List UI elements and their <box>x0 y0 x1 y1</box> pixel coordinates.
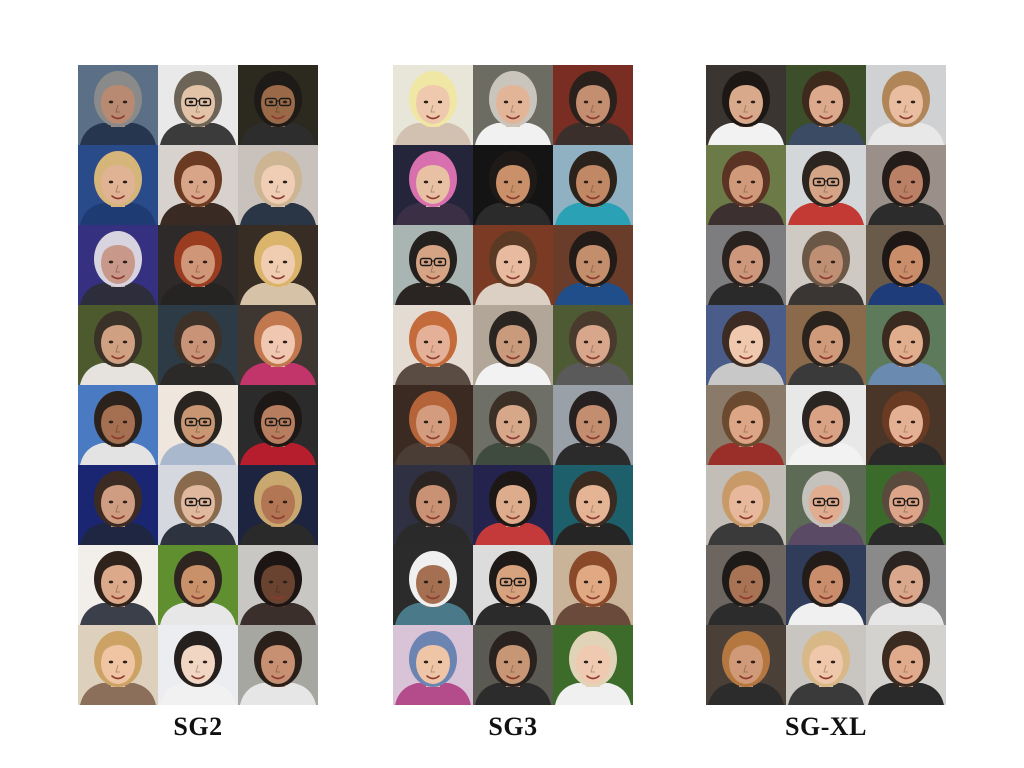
face-image <box>866 65 946 145</box>
face-image <box>706 545 786 625</box>
face-image <box>786 465 866 545</box>
face-image <box>158 145 238 225</box>
face-image <box>78 545 158 625</box>
face-image <box>158 305 238 385</box>
face-image <box>78 465 158 545</box>
face-image <box>78 225 158 305</box>
face-image <box>238 305 318 385</box>
face-image <box>866 305 946 385</box>
face-image <box>393 465 473 545</box>
face-image <box>786 225 866 305</box>
face-image <box>393 145 473 225</box>
face-image <box>78 305 158 385</box>
face-image <box>706 465 786 545</box>
face-image <box>238 625 318 705</box>
face-image <box>473 625 553 705</box>
face-image <box>78 145 158 225</box>
face-image <box>238 65 318 145</box>
face-image <box>866 465 946 545</box>
face-image <box>553 145 633 225</box>
face-image <box>473 225 553 305</box>
face-image <box>238 145 318 225</box>
face-image <box>866 225 946 305</box>
face-image <box>706 65 786 145</box>
face-image <box>473 465 553 545</box>
face-image <box>158 385 238 465</box>
face-image <box>706 625 786 705</box>
label-sg-xl: SG-XL <box>785 712 867 741</box>
face-image <box>706 225 786 305</box>
face-image <box>786 385 866 465</box>
face-image <box>78 385 158 465</box>
face-image <box>786 305 866 385</box>
face-image <box>866 385 946 465</box>
face-image <box>553 625 633 705</box>
face-image <box>786 65 866 145</box>
label-sg3: SG3 <box>488 712 538 741</box>
face-image <box>473 65 553 145</box>
panel-sg3 <box>393 65 633 705</box>
face-image <box>473 145 553 225</box>
face-image <box>706 145 786 225</box>
face-image <box>238 385 318 465</box>
face-grid-sg-xl <box>706 65 946 705</box>
face-grid-sg3 <box>393 65 633 705</box>
face-image <box>866 545 946 625</box>
panel-sg2 <box>78 65 318 705</box>
face-image <box>786 145 866 225</box>
face-image <box>553 305 633 385</box>
face-image <box>553 545 633 625</box>
face-image <box>78 625 158 705</box>
face-image <box>473 545 553 625</box>
face-image <box>158 225 238 305</box>
face-image <box>786 625 866 705</box>
face-image <box>866 145 946 225</box>
face-image <box>553 385 633 465</box>
face-image <box>393 385 473 465</box>
face-image <box>786 545 866 625</box>
face-image <box>393 305 473 385</box>
face-image <box>238 545 318 625</box>
face-grid-sg2 <box>78 65 318 705</box>
face-image <box>473 305 553 385</box>
face-image <box>158 65 238 145</box>
face-image <box>553 65 633 145</box>
face-image <box>238 225 318 305</box>
face-image <box>866 625 946 705</box>
face-image <box>706 305 786 385</box>
face-image <box>473 385 553 465</box>
face-image <box>238 465 318 545</box>
face-image <box>553 225 633 305</box>
panel-sg-xl <box>706 65 946 705</box>
face-image <box>158 625 238 705</box>
label-sg2: SG2 <box>173 712 223 741</box>
face-image <box>393 545 473 625</box>
face-image <box>78 65 158 145</box>
face-image <box>393 225 473 305</box>
face-image <box>553 465 633 545</box>
face-image <box>393 65 473 145</box>
face-image <box>706 385 786 465</box>
face-image <box>393 625 473 705</box>
face-image <box>158 465 238 545</box>
face-image <box>158 545 238 625</box>
